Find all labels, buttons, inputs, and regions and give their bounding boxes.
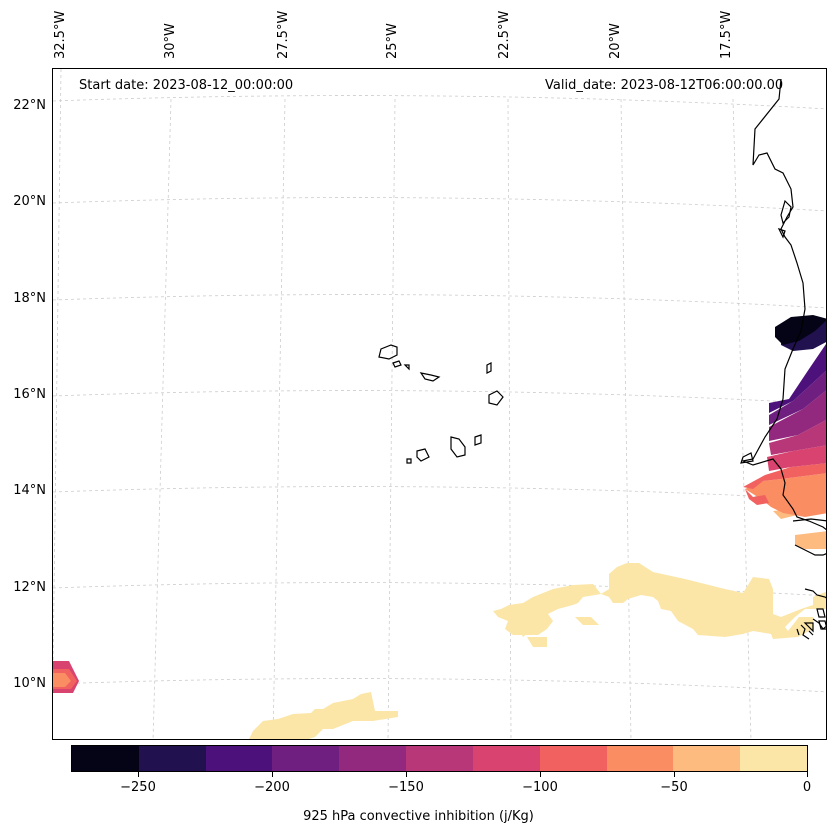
cin-patch-yellow-east xyxy=(601,563,826,639)
cin-patch-violet xyxy=(769,390,826,441)
island-fogo xyxy=(416,448,430,462)
lon-label-22-5w: 22.5°W xyxy=(497,10,512,59)
lon-label-32-5w: 32.5°W xyxy=(53,10,68,59)
cin-patch-black xyxy=(775,315,826,345)
map-panel[interactable] xyxy=(52,68,827,740)
colorbar-tick-label: 0 xyxy=(802,780,812,795)
colorbar-tick-mark xyxy=(406,772,407,777)
cin-patch-yellow-small-1 xyxy=(517,617,537,627)
meridian-17-5w xyxy=(732,98,752,739)
lon-label-27-5w: 27.5°W xyxy=(276,10,291,59)
lon-label-30w: 30°W xyxy=(163,23,178,59)
bijagos-3 xyxy=(818,620,826,630)
cin-patch-salmon xyxy=(743,463,826,505)
coastlines xyxy=(740,78,826,640)
cape-verde-islands xyxy=(378,344,504,464)
lon-label-17-5w: 17.5°W xyxy=(719,10,734,59)
colorbar-tick-mark xyxy=(807,772,808,777)
colorbar-tick-label: −150 xyxy=(388,780,424,795)
meridian-20w xyxy=(620,98,632,739)
colorbar-tick-mark xyxy=(272,772,273,777)
meridian-27-5w xyxy=(272,98,286,739)
cin-patch-rose xyxy=(767,445,826,471)
meridian-32-5w xyxy=(53,69,62,670)
meridian-30w xyxy=(152,98,172,739)
colorbar-segment xyxy=(339,746,407,771)
colorbar-segment xyxy=(406,746,473,771)
gambia-river xyxy=(792,518,826,522)
colorbar-tick-mark xyxy=(138,772,139,777)
colorbar-title: 925 hPa convective inhibition (j/Kg) xyxy=(303,809,534,824)
meridian-22-5w xyxy=(507,98,512,739)
cin-patch-orange xyxy=(745,473,826,517)
lat-label-18n: 18°N xyxy=(13,291,46,306)
lat-label-22n: 22°N xyxy=(13,98,46,113)
cin-patch-yellow-small-3 xyxy=(575,617,599,625)
lat-label-14n: 14°N xyxy=(13,483,46,498)
island-sal xyxy=(486,362,492,374)
cin-patch-magenta xyxy=(769,420,826,455)
island-sao-nicolau xyxy=(419,372,441,382)
colorbar xyxy=(71,745,808,772)
island-santa-luzia xyxy=(403,364,410,371)
colorbar-tick-label: −100 xyxy=(522,780,558,795)
cin-patch-yellow-small-2 xyxy=(527,637,547,647)
cin-field xyxy=(53,315,826,739)
valid-date-label: Valid_date: 2023-08-12T06:00:00.00 xyxy=(545,78,784,93)
colorbar-tick-label: −200 xyxy=(254,780,290,795)
cin-patch-peach xyxy=(795,531,826,549)
africa-coastline-south xyxy=(794,544,826,640)
cin-patch-deep-purple xyxy=(769,343,826,413)
map-canvas xyxy=(53,69,826,739)
colorbar-tick-label: −250 xyxy=(120,780,156,795)
parallel-22n xyxy=(53,95,826,110)
island-santo-antao xyxy=(378,344,398,360)
colorbar-segment xyxy=(138,746,206,771)
colorbar-tick-mark xyxy=(540,772,541,777)
parallel-18n xyxy=(53,294,826,309)
meridian-25w xyxy=(387,98,396,739)
colorbar-tick-mark xyxy=(674,772,675,777)
parallel-14n xyxy=(53,486,826,501)
parallel-10n xyxy=(53,678,826,693)
lat-label-10n: 10°N xyxy=(13,676,46,691)
island-brava xyxy=(406,458,412,464)
colorbar-tick-label: −50 xyxy=(660,780,688,795)
start-date-label: Start date: 2023-08-12_00:00:00 xyxy=(79,78,294,93)
colorbar-segment xyxy=(606,746,674,771)
colorbar-segment xyxy=(740,746,807,771)
colorbar-segment xyxy=(539,746,607,771)
colorbar-segment xyxy=(673,746,741,771)
island-boa-vista xyxy=(488,390,504,406)
parallel-16n xyxy=(53,390,826,405)
cin-patch-yellow-south xyxy=(249,692,398,739)
cin-patch-purple xyxy=(769,370,826,425)
colorbar-segment xyxy=(472,746,540,771)
bijagos-2 xyxy=(803,622,814,633)
bijagos-1 xyxy=(816,608,826,618)
island-maio xyxy=(474,434,482,446)
lat-label-12n: 12°N xyxy=(13,580,46,595)
colorbar-segment xyxy=(72,746,139,771)
dakar-cape xyxy=(740,452,754,464)
island-santiago xyxy=(450,436,466,458)
gridlines xyxy=(53,69,826,739)
lon-label-25w: 25°W xyxy=(385,23,400,59)
island-sao-vicente xyxy=(392,360,402,368)
coast-islands-2 xyxy=(777,227,786,239)
lat-label-16n: 16°N xyxy=(13,387,46,402)
lon-label-20w: 20°W xyxy=(608,23,623,59)
cin-patch-west-orange xyxy=(53,673,71,687)
parallel-20n xyxy=(53,197,826,212)
lat-label-20n: 20°N xyxy=(13,194,46,209)
africa-coastline xyxy=(740,78,826,531)
colorbar-segment xyxy=(272,746,340,771)
coast-islands-1 xyxy=(780,199,792,225)
colorbar-segment xyxy=(205,746,273,771)
